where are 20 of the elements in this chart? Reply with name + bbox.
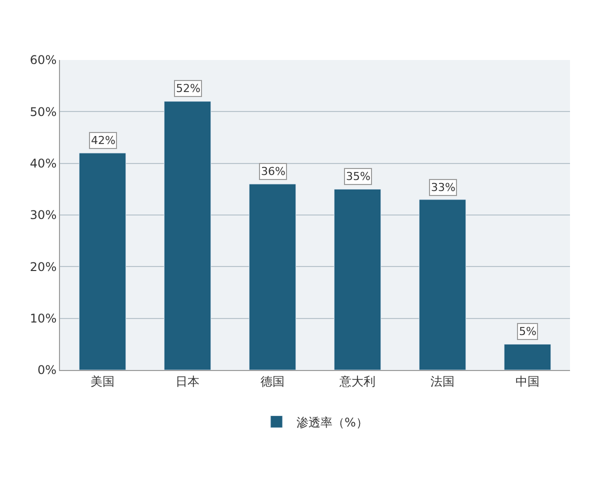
x-tick-label: 法国 bbox=[430, 374, 454, 388]
legend-label: 渗透率（%） bbox=[296, 415, 368, 430]
text: 42% bbox=[91, 134, 116, 147]
y-tick-label: 40% bbox=[30, 156, 57, 171]
y-tick-label: 10% bbox=[30, 312, 57, 326]
y-tick-label: 60% bbox=[30, 53, 57, 68]
y-tick-label: 50% bbox=[30, 104, 57, 119]
text: 35% bbox=[346, 170, 370, 183]
x-tick-label: 日本 bbox=[176, 374, 200, 388]
text: 52% bbox=[176, 82, 200, 95]
x-tick-label: 美国 bbox=[90, 374, 114, 388]
y-tick-label: 0% bbox=[38, 363, 57, 378]
text: 5% bbox=[519, 325, 536, 338]
x-tick-label: 德国 bbox=[260, 374, 284, 388]
x-tick-label: 中国 bbox=[516, 374, 540, 388]
x-tick-label: 意大利 bbox=[338, 374, 376, 388]
y-tick-label: 20% bbox=[30, 260, 57, 274]
text: 36% bbox=[261, 165, 286, 178]
text: 33% bbox=[431, 181, 456, 194]
y-tick-label: 30% bbox=[30, 208, 57, 222]
